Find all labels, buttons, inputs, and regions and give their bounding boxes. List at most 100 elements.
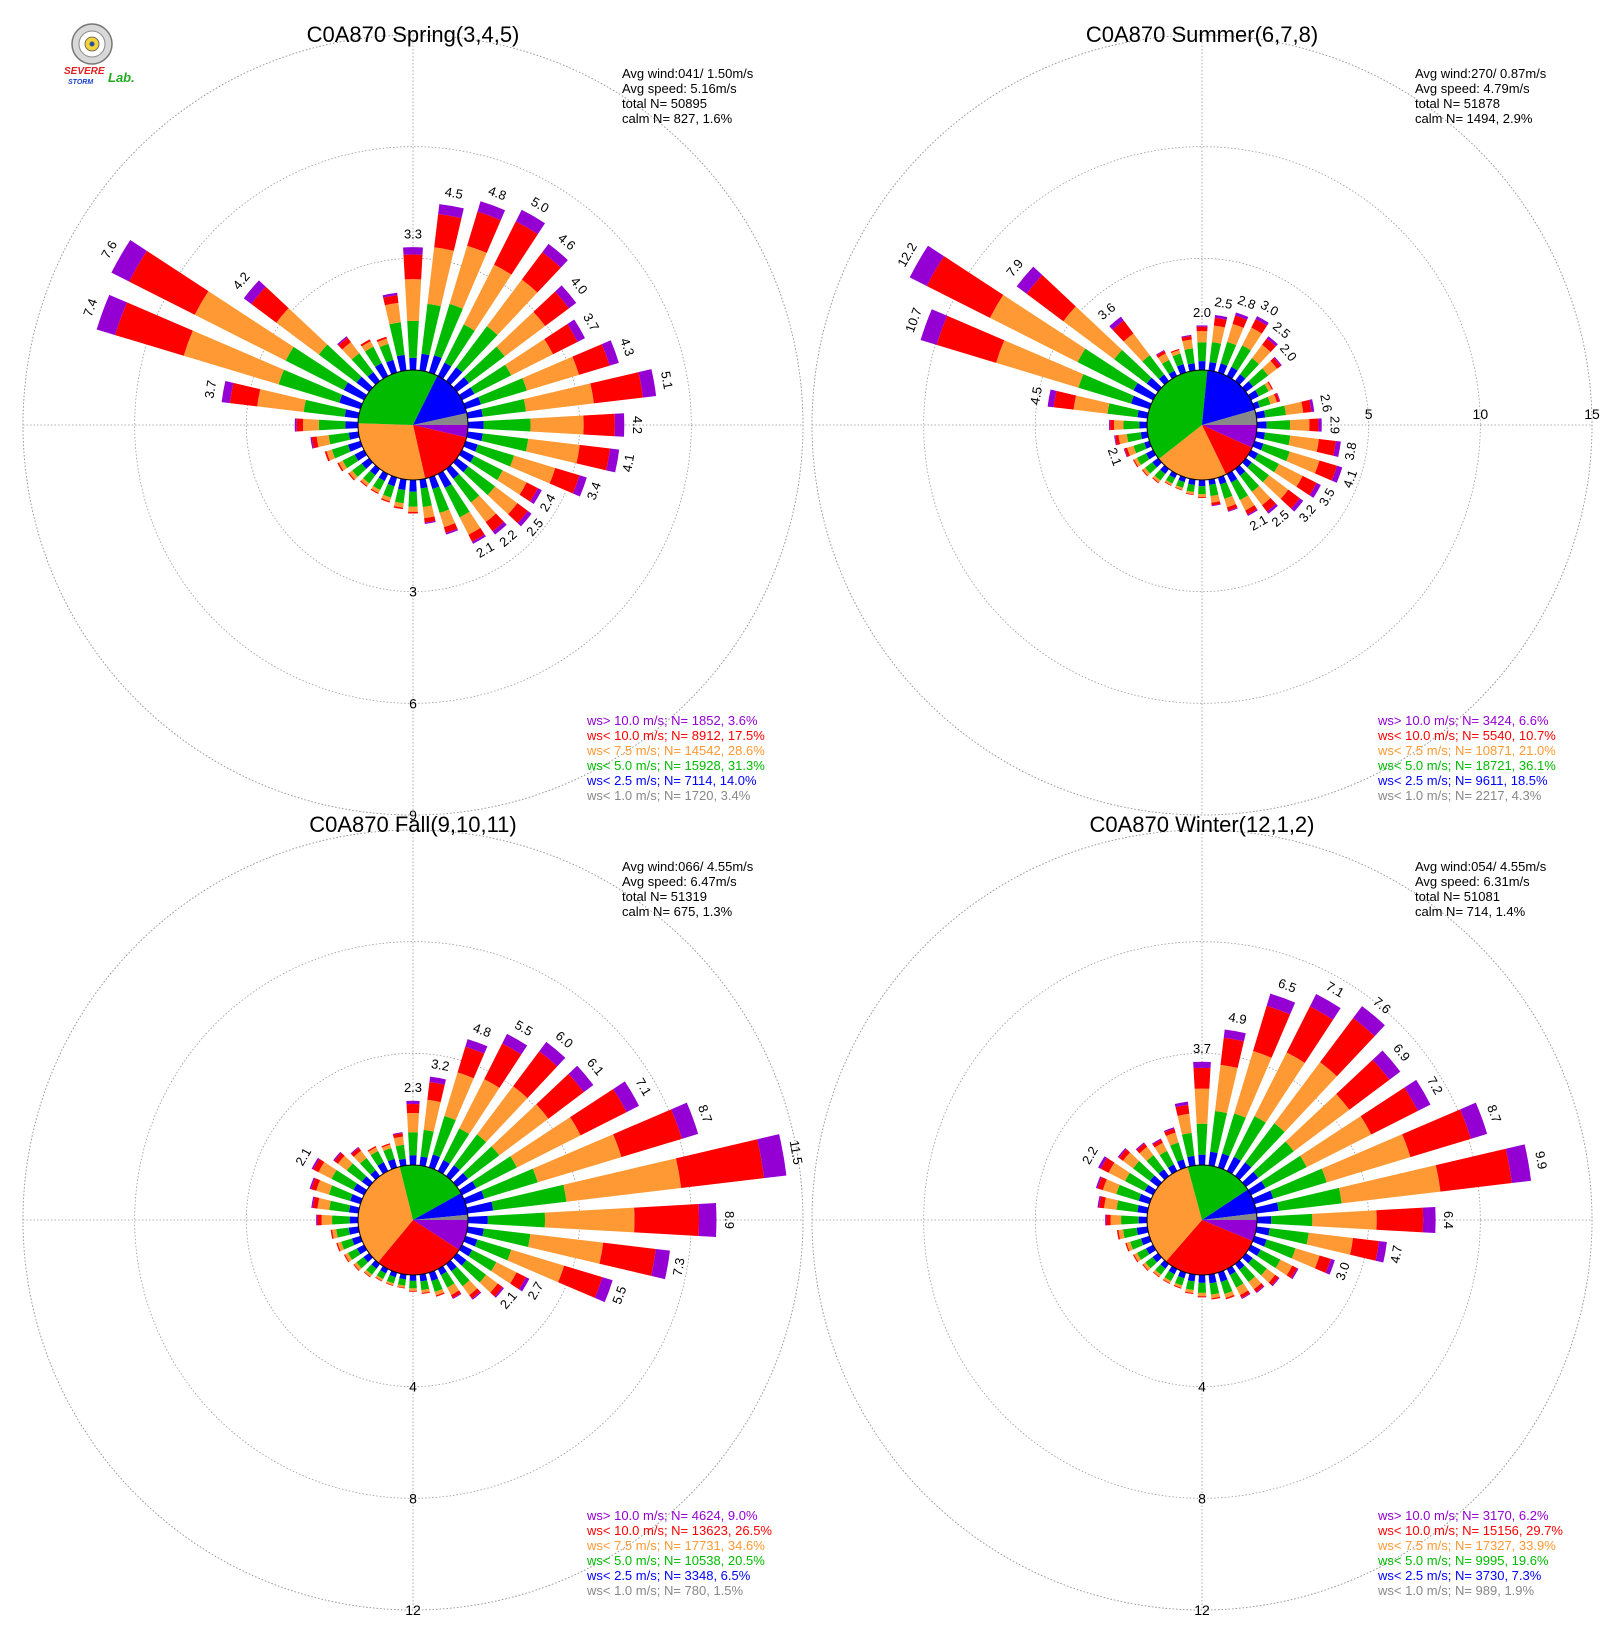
wind-rose-panel-1: 3 6 9 3.3 4.5 4.8 5.04.6 4.0 3.7 4.3 5.1 4.2 4.1 3.4 2… <box>22 22 804 823</box>
stats-line: calm N= 675, 1.3% <box>622 904 733 919</box>
bar-segment-purple-0 <box>1196 325 1208 327</box>
bar-segment-red-160 <box>1226 504 1238 511</box>
bar-segment-orange-160 <box>1224 495 1236 508</box>
bar-segment-purple-290 <box>96 294 127 336</box>
bar-segment-orange-80 <box>563 1158 682 1202</box>
pie-slice-purple <box>413 1220 469 1250</box>
bar-segment-orange-130 <box>487 486 518 515</box>
bar-segment-red-70 <box>1402 1109 1471 1158</box>
legend-entry: ws< 5.0 m/s; N= 18721, 36.1% <box>1377 758 1556 773</box>
bar-segment-green-280 <box>303 399 347 417</box>
bar-segment-purple-290 <box>309 1177 316 1190</box>
bar-segment-purple-40 <box>1353 1006 1385 1037</box>
bar-segment-blue-340 <box>1176 364 1187 375</box>
bar-segment-orange-30 <box>1254 1052 1305 1123</box>
bar-segment-green-260 <box>1122 1227 1138 1239</box>
outer-ring <box>22 34 804 816</box>
bar-segment-orange-40 <box>477 1086 528 1143</box>
bar-segment-red-20 <box>467 211 501 253</box>
pie-slice-orange <box>1147 1166 1202 1262</box>
bar-segment-green-210 <box>1164 1270 1175 1282</box>
bar-segment-green-40 <box>1245 1123 1285 1168</box>
bar-segment-green-120 <box>1256 1249 1281 1269</box>
bar-segment-orange-220 <box>1152 475 1161 483</box>
bar-segment-red-350 <box>1175 1104 1190 1116</box>
bar-segment-red-180 <box>408 1290 418 1292</box>
bar-segment-orange-270 <box>1110 1214 1122 1226</box>
bar-segment-blue-210 <box>380 1266 389 1274</box>
bar-segment-purple-20 <box>1266 993 1296 1015</box>
panel-title: C0A870 Spring(3,4,5) <box>307 22 520 47</box>
bar-segment-red-280 <box>229 382 261 407</box>
bar-segment-orange-290 <box>1102 1179 1120 1195</box>
bar-segment-blue-140 <box>445 465 460 479</box>
bar-segment-red-10 <box>1220 1037 1244 1068</box>
bar-total-label-20: 4.8 <box>471 1020 493 1040</box>
bar-segment-blue-320 <box>367 372 381 385</box>
bar-segment-purple-0 <box>406 1100 420 1105</box>
bar-segment-red-190 <box>393 506 404 510</box>
bar-segment-red-30 <box>1251 319 1267 334</box>
bar-segment-blue-150 <box>1226 471 1238 483</box>
bar-segment-blue-30 <box>1226 366 1238 379</box>
bar-segment-green-350 <box>389 322 405 357</box>
bar-segment-green-140 <box>451 1266 470 1287</box>
bar-segment-green-60 <box>472 1156 517 1189</box>
bar-segment-blue-30 <box>1226 1156 1241 1174</box>
bar-segment-green-130 <box>463 466 496 496</box>
legend-entry: ws< 1.0 m/s; N= 780, 1.5% <box>586 1583 744 1598</box>
bar-segment-blue-260 <box>348 1226 360 1235</box>
bar-segment-blue-190 <box>1188 478 1196 486</box>
bar-segment-orange-50 <box>1262 360 1278 376</box>
bar-segment-blue-280 <box>1137 410 1149 419</box>
bar-segment-red-40 <box>1320 1017 1375 1077</box>
bar-segment-purple-60 <box>1404 1079 1431 1111</box>
range-ring <box>134 146 692 704</box>
stats-line: Avg wind:270/ 0.87m/s <box>1415 66 1547 81</box>
bar-segment-purple-120 <box>530 488 542 505</box>
bar-segment-blue-160 <box>1217 475 1227 485</box>
bar-segment-orange-190 <box>397 1284 406 1288</box>
bar-segment-blue-90 <box>467 421 484 429</box>
bar-segment-orange-140 <box>470 495 497 523</box>
legend-entry: ws> 10.0 m/s; N= 4624, 9.0% <box>586 1508 758 1523</box>
bar-segment-red-340 <box>381 1143 391 1148</box>
bar-segment-green-80 <box>1264 405 1287 418</box>
bar-segment-green-0 <box>1196 1123 1208 1155</box>
bar-segment-orange-340 <box>1171 350 1181 357</box>
bar-segment-orange-310 <box>337 1155 353 1171</box>
bar-total-label-150: 2.1 <box>473 539 496 561</box>
bar-total-label-300: 7.6 <box>98 238 120 261</box>
legend-entry: ws< 7.5 m/s; N= 17327, 33.9% <box>1377 1538 1556 1553</box>
bar-segment-orange-70 <box>1321 1134 1411 1183</box>
bar-segment-green-60 <box>1261 1155 1307 1188</box>
bar-segment-orange-140 <box>1248 1276 1262 1290</box>
bar-segment-red-120 <box>519 482 538 502</box>
bar-segment-red-40 <box>1262 338 1276 352</box>
bar-segment-orange-140 <box>1252 485 1271 506</box>
bar-segment-purple-50 <box>1372 1050 1401 1080</box>
bar-segment-purple-130 <box>494 1287 504 1298</box>
bar-segment-red-150 <box>1239 1290 1250 1299</box>
bar-segment-purple-170 <box>424 520 436 524</box>
bar-segment-purple-30 <box>1309 993 1341 1020</box>
bar-segment-orange-280 <box>257 389 306 412</box>
bar-segment-blue-70 <box>463 1190 485 1205</box>
bar-segment-green-340 <box>379 343 394 363</box>
bar-segment-blue-140 <box>445 1260 457 1272</box>
bar-segment-orange-110 <box>507 1249 565 1283</box>
bar-segment-orange-0 <box>407 1112 419 1133</box>
stats-line: calm N= 1494, 2.9% <box>1415 111 1533 126</box>
bar-segment-orange-320 <box>342 342 360 360</box>
bar-segment-green-320 <box>1146 1155 1165 1174</box>
bar-total-label-20: 2.8 <box>1236 292 1258 312</box>
bar-segment-purple-120 <box>518 1277 530 1292</box>
bar-segment-orange-130 <box>1261 1268 1276 1283</box>
bar-segment-blue-290 <box>339 394 363 410</box>
bar-segment-orange-180 <box>409 1288 417 1291</box>
bar-segment-blue-280 <box>344 409 360 419</box>
bar-segment-red-250 <box>1125 1242 1130 1252</box>
bar-segment-blue-250 <box>351 1235 363 1246</box>
bar-segment-orange-320 <box>1123 333 1150 362</box>
bar-segment-orange-330 <box>1158 353 1170 364</box>
